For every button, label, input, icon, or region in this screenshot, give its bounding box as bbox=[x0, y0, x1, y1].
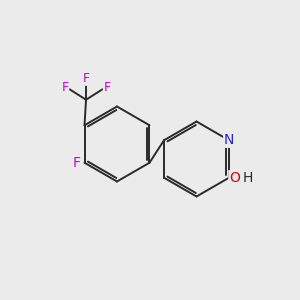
Text: H: H bbox=[242, 171, 253, 185]
Text: N: N bbox=[224, 133, 234, 147]
Text: F: F bbox=[73, 156, 81, 170]
Text: F: F bbox=[82, 72, 90, 85]
Text: O: O bbox=[229, 171, 240, 185]
Text: F: F bbox=[61, 81, 69, 94]
Text: F: F bbox=[103, 81, 111, 94]
